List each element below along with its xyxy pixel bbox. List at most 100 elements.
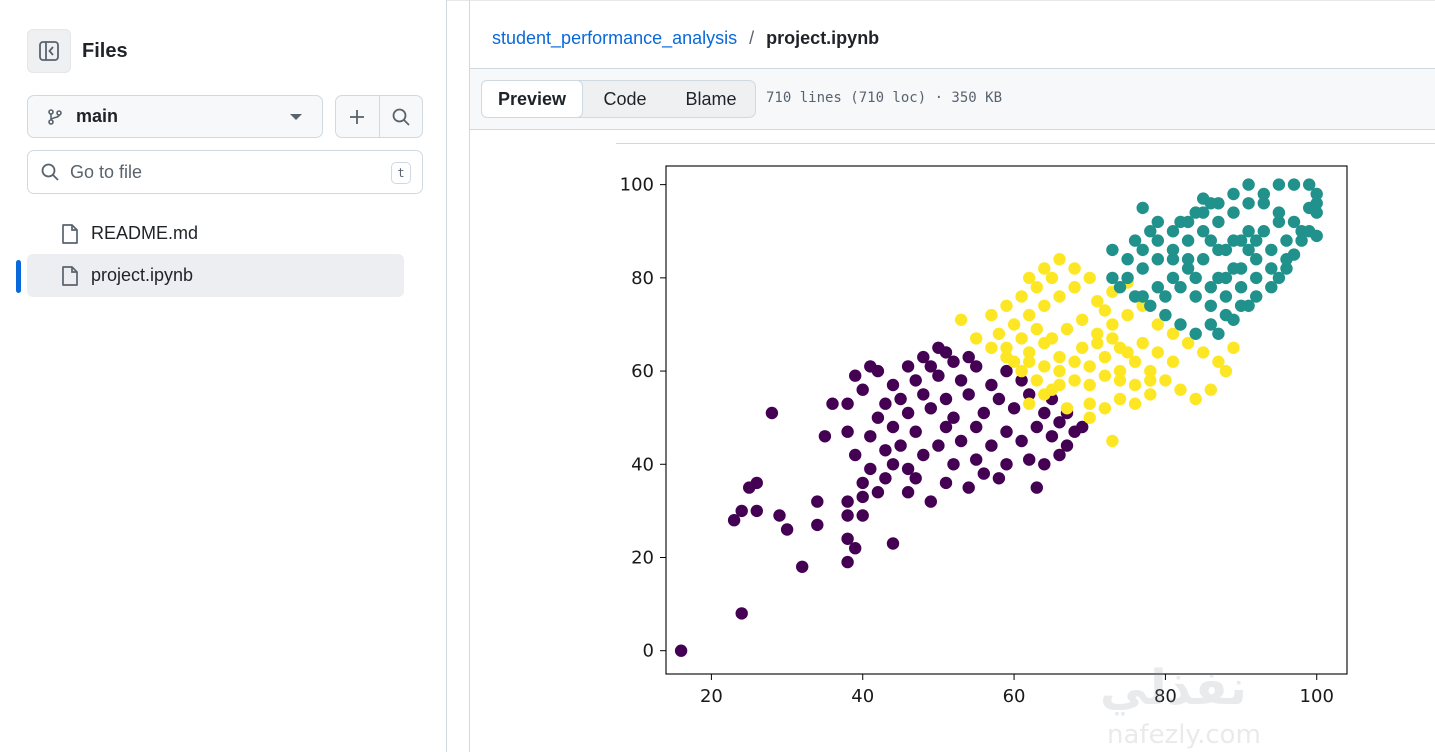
scatter-point: [901, 462, 915, 476]
scatter-point: [1030, 374, 1043, 387]
scatter-point: [1106, 243, 1119, 257]
scatter-point: [901, 406, 915, 420]
watermark-logo: نفذلي: [1100, 660, 1247, 716]
scatter-point: [1007, 402, 1021, 415]
sidebar-collapse-icon: [39, 41, 59, 61]
scatter-point: [1023, 397, 1036, 410]
watermark-url: nafezly.com: [1107, 720, 1261, 750]
scatter-point: [674, 644, 688, 657]
scatter-point: [1181, 262, 1195, 275]
scatter-point: [841, 397, 854, 410]
scatter-point: [1015, 434, 1028, 448]
branch-selector[interactable]: main: [27, 95, 323, 138]
scatter-point: [1295, 225, 1308, 238]
scatter-point: [1106, 332, 1119, 345]
file-item-label: README.md: [91, 223, 199, 243]
scatter-point: [1287, 215, 1301, 229]
x-tick-label: 100: [1300, 686, 1334, 707]
scatter-point: [856, 490, 869, 504]
scatter-point: [1144, 299, 1157, 312]
scatter-point: [765, 406, 779, 420]
scatter-point: [1151, 234, 1164, 247]
scatter-point: [917, 388, 930, 401]
file-meta-info: 710 lines (710 loc) · 350 KB: [766, 90, 1003, 106]
scatter-point: [1181, 234, 1195, 247]
scatter-point: [977, 406, 990, 420]
scatter-point: [970, 453, 983, 466]
breadcrumb-current-file: project.ipynb: [766, 28, 880, 48]
scatter-point: [901, 486, 915, 499]
go-to-file-input[interactable]: Go to file t: [27, 150, 423, 194]
y-tick-label: 80: [631, 268, 654, 289]
scatter-point: [1128, 397, 1142, 410]
file-item-project-ipynb[interactable]: project.ipynb: [27, 254, 404, 297]
add-file-button[interactable]: [336, 96, 379, 137]
scatter-point: [1174, 281, 1187, 294]
active-file-indicator: [16, 260, 21, 293]
scatter-point: [1219, 364, 1233, 378]
scatter-point: [970, 420, 983, 434]
plot-axes: 20 40 60 80 100 0 20 40 60 80 100: [620, 175, 1334, 707]
watermark: نفذلي nafezly.com: [1095, 660, 1285, 752]
x-tick-label: 20: [700, 686, 723, 707]
scatter-plot: 20 40 60 80 100 0 20 40 60 80 100: [620, 165, 1348, 707]
scatter-point: [1219, 243, 1233, 257]
scatter-point: [841, 425, 854, 438]
x-tick-label: 40: [851, 686, 874, 707]
scatter-point: [864, 430, 877, 443]
scatter-point: [1144, 374, 1157, 387]
scatter-point: [970, 332, 983, 345]
scatter-point: [811, 518, 824, 532]
scatter-point: [841, 532, 854, 545]
branch-name: main: [76, 106, 119, 126]
scatter-point: [1272, 178, 1286, 191]
scatter-point: [1151, 346, 1164, 359]
breadcrumb-repo-link[interactable]: student_performance_analysis: [492, 28, 738, 48]
scatter-point: [1038, 299, 1051, 312]
scatter-point: [1076, 313, 1089, 326]
scatter-point: [841, 509, 854, 522]
scatter-point: [1007, 318, 1021, 331]
scatter-point: [1219, 290, 1233, 303]
tab-preview[interactable]: Preview: [481, 80, 583, 118]
scatter-point: [1068, 262, 1081, 275]
search-files-button[interactable]: [378, 96, 423, 137]
scatter-point: [1174, 215, 1187, 229]
scatter-point: [1227, 262, 1240, 275]
view-mode-tabs: Preview Code Blame: [481, 80, 756, 118]
file-icon: [62, 223, 78, 244]
scatter-point: [735, 607, 748, 620]
scatter-point: [886, 537, 900, 550]
scatter-point: [1197, 253, 1210, 266]
file-item-readme[interactable]: README.md: [27, 212, 404, 255]
scatter-point: [924, 360, 937, 373]
scatter-point: [1000, 341, 1013, 354]
scatter-point: [1053, 253, 1066, 266]
tab-blame[interactable]: Blame: [685, 88, 737, 109]
git-branch-icon: [48, 108, 62, 125]
scatter-point: [1128, 378, 1142, 392]
scatter-point: [1265, 243, 1278, 257]
scatter-point: [1212, 271, 1225, 285]
scatter-point: [894, 392, 907, 406]
scatter-point: [1197, 225, 1210, 238]
search-icon: [41, 163, 59, 181]
sidebar-title: Files: [82, 40, 128, 62]
scatter-point: [947, 411, 960, 424]
scatter-point: [886, 378, 900, 392]
scatter-point: [780, 523, 794, 536]
scatter-point: [1000, 364, 1013, 378]
scatter-point: [1250, 234, 1263, 247]
scatter-point: [1038, 262, 1051, 275]
chevron-down-icon: [290, 114, 302, 120]
scatter-point: [1038, 388, 1051, 401]
tab-code[interactable]: Code: [603, 88, 647, 109]
scatter-point: [1159, 290, 1172, 303]
scatter-point: [1212, 215, 1225, 229]
scatter-point: [1121, 253, 1134, 266]
scatter-point: [1060, 439, 1074, 452]
scatter-point: [1144, 225, 1157, 238]
collapse-sidebar-button[interactable]: [27, 29, 71, 73]
scatter-point: [1204, 281, 1217, 294]
scatter-point: [1091, 295, 1104, 308]
